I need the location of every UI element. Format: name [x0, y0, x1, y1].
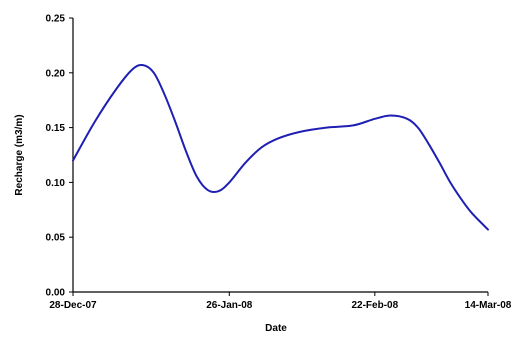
y-axis-title: Recharge (m3/m)	[14, 114, 25, 195]
y-axis-ticks: 0.00 0.05 0.10 0.15 0.20 0.25	[46, 14, 73, 299]
y-tick-label: 0.10	[46, 178, 66, 189]
y-tick-label: 0.05	[46, 233, 66, 244]
x-tick-label: 22-Feb-08	[351, 300, 398, 311]
series-layer	[72, 63, 489, 231]
x-axis-title: Date	[265, 323, 287, 334]
x-tick-label: 28-Dec-07	[49, 300, 97, 311]
x-tick-label: 14-Mar-08	[465, 300, 512, 311]
x-tick-label: 26-Jan-08	[206, 300, 253, 311]
recharge-series-line	[72, 63, 489, 231]
y-tick-label: 0.20	[46, 68, 66, 79]
y-tick-label: 0.15	[46, 123, 66, 134]
y-tick-label: 0.25	[46, 14, 66, 25]
y-tick-label: 0.00	[46, 288, 66, 299]
x-axis-ticks: 28-Dec-07 26-Jan-08 22-Feb-08 14-Mar-08	[49, 292, 512, 311]
